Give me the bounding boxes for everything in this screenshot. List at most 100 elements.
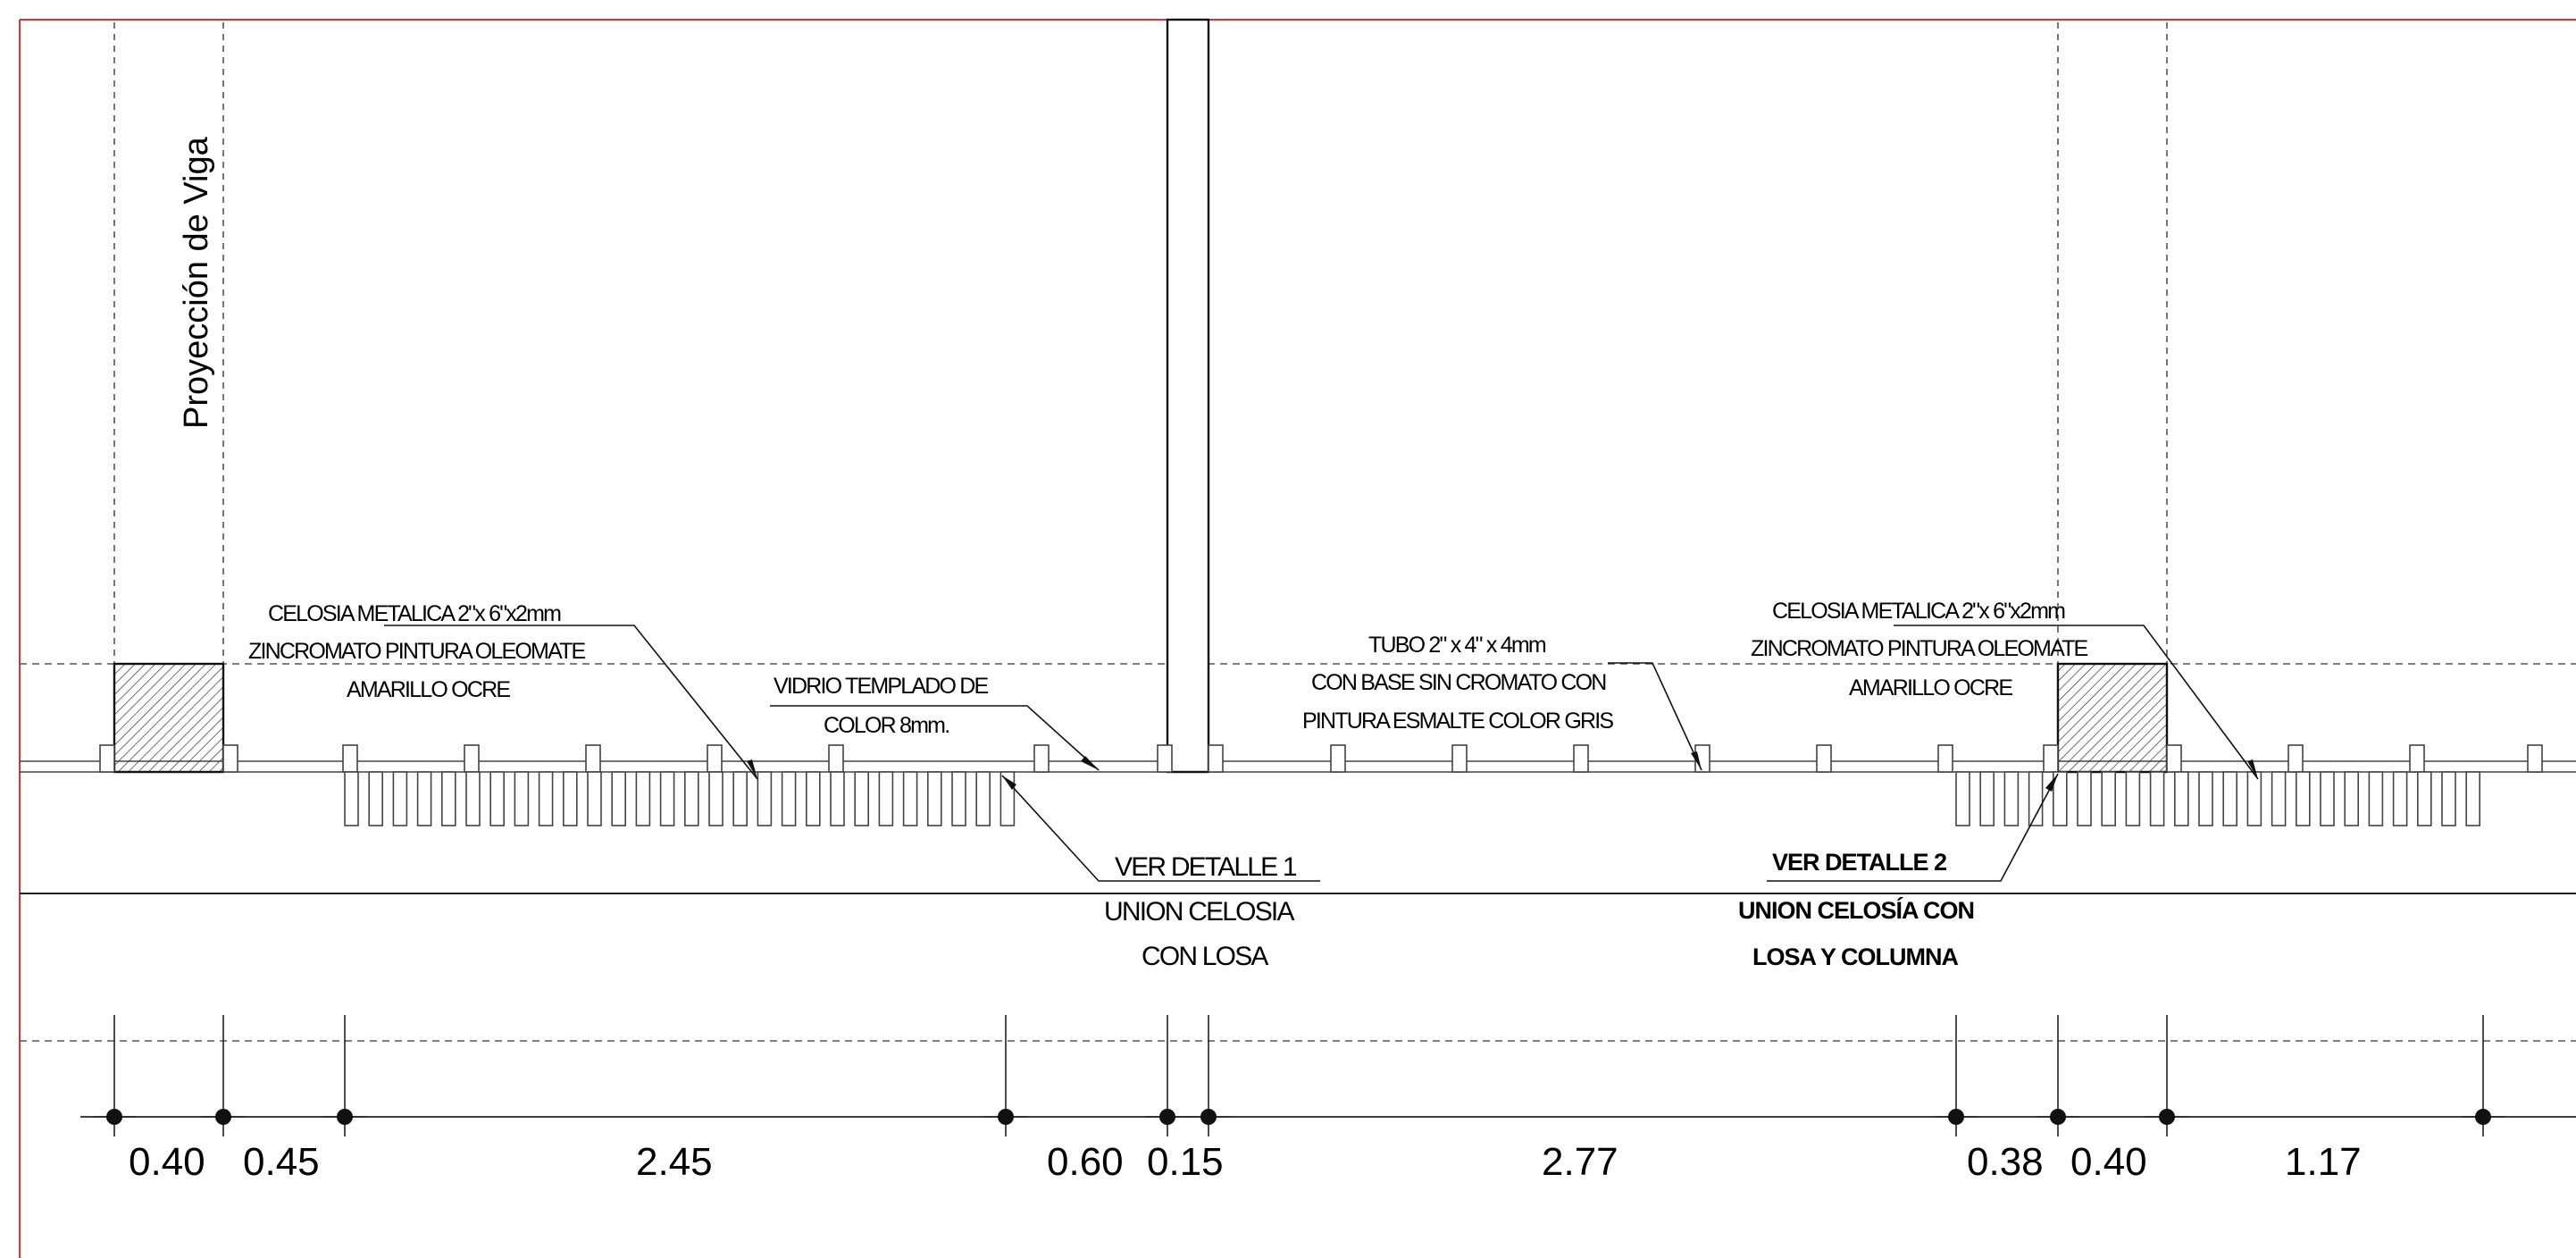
dimension-value-6: 2.77 (1542, 1140, 1618, 1184)
louver-slat-35 (2101, 771, 2116, 826)
dimension-dot-1 (106, 1109, 122, 1125)
dimension-value-9: 1.17 (2285, 1140, 2362, 1184)
louver-slat-40 (2222, 771, 2237, 826)
note-celosia-right-line2: ZINCROMATO PINTURA OLEOMATE (1751, 636, 2088, 661)
louver-slat-48 (2417, 771, 2432, 826)
note-celosia-left-line2: ZINCROMATO PINTURA OLEOMATE (248, 639, 586, 664)
louver-slat-5 (440, 771, 456, 826)
louver-slat-33 (2053, 771, 2068, 826)
leader-lines (384, 625, 2259, 882)
louver-slat-23 (878, 771, 894, 826)
tube-post-8 (1033, 744, 1050, 773)
tube-post-19 (2287, 744, 2304, 773)
louver-slat-22 (854, 771, 870, 826)
tube-post-2 (222, 744, 238, 773)
louver-slat-25 (927, 771, 942, 826)
leader-arrows (747, 751, 2258, 792)
louver-slat-34 (2077, 771, 2092, 826)
dimension-value-1: 0.40 (129, 1140, 205, 1184)
dimension-value-2: 0.45 (243, 1140, 320, 1184)
louver-slat-30 (1979, 771, 1995, 826)
note-tubo-line1: TUBO 2" x 4" x 4mm (1368, 633, 1546, 658)
louver-slat-10 (562, 771, 578, 826)
dimension-dot-3 (337, 1109, 353, 1125)
dimension-dot-8 (2050, 1109, 2066, 1125)
tube-post-15 (1816, 744, 1832, 773)
tube-post-1 (99, 744, 115, 773)
tube-post-10 (1208, 744, 1224, 773)
tube-post-13 (1573, 744, 1589, 773)
dimension-value-3: 2.45 (636, 1140, 713, 1184)
dimension-dot-2 (215, 1109, 231, 1125)
tube-post-11 (1330, 744, 1346, 773)
central-column (1166, 18, 1210, 774)
louver-slat-49 (2441, 771, 2456, 826)
louver-slat-29 (1955, 771, 1970, 826)
louver-slat-17 (732, 771, 749, 826)
louver-slat-19 (781, 771, 797, 826)
dimension-dot-4 (998, 1109, 1014, 1125)
louver-slat-47 (2392, 771, 2408, 826)
louver-slat-18 (757, 771, 773, 826)
louver-slat-7 (489, 771, 506, 826)
beam-projection-label: Proyección de Viga (178, 136, 215, 429)
louver-slat-50 (2465, 771, 2480, 826)
note-celosia-right-line3: AMARILLO OCRE (1849, 675, 2012, 700)
louver-slat-46 (2368, 771, 2384, 826)
note-detalle1-line1: VER DETALLE 1 (1115, 852, 1297, 882)
louver-slat-13 (635, 771, 651, 826)
louver-slat-1 (344, 771, 359, 826)
projection-lines (113, 22, 2168, 666)
note-detalle1-line2: UNION CELOSIA (1104, 897, 1294, 927)
tube-post-21 (2527, 744, 2543, 773)
tube-post-18 (2166, 744, 2182, 773)
dimension-value-5: 0.15 (1147, 1140, 1224, 1184)
note-vidrio-line2: COLOR 8mm. (824, 713, 949, 738)
tube-post-9 (1157, 744, 1173, 773)
note-celosia-left-line3: AMARILLO OCRE (347, 677, 510, 702)
dimension-dot-5 (1159, 1109, 1175, 1125)
louver-slat-24 (902, 771, 918, 826)
dimension-dot-9 (2159, 1109, 2175, 1125)
dimension-dots (106, 1109, 2491, 1125)
louver-slat-26 (951, 771, 966, 826)
dimension-dot-6 (1200, 1109, 1217, 1125)
note-tubo-line2: CON BASE SIN CROMATO CON (1311, 670, 1606, 695)
note-tubo-line3: PINTURA ESMALTE COLOR GRIS (1302, 709, 1613, 734)
louver-slat-8 (514, 771, 530, 826)
louver-slat-36 (2125, 771, 2141, 826)
note-celosia-left-line1: CELOSIA METALICA 2"x 6"x2mm (268, 601, 561, 626)
note-detalle2-line2: UNION CELOSÍA CON (1738, 896, 1974, 924)
note-vidrio-line1: VIDRIO TEMPLADO DE (774, 674, 989, 699)
dimension-ticks (93, 1015, 2505, 1136)
louver-slat-15 (683, 771, 699, 826)
louver-slat-44 (2320, 771, 2335, 826)
dimension-value-4: 0.60 (1047, 1140, 1124, 1184)
tube-post-16 (1937, 744, 1953, 773)
louver-slat-31 (2003, 771, 2020, 826)
tube-post-6 (707, 744, 723, 773)
dimension-dot-10 (2475, 1109, 2491, 1125)
louver-slat-39 (2198, 771, 2213, 826)
louver-slat-43 (2296, 771, 2311, 826)
note-detalle1-line3: CON LOSA (1142, 942, 1268, 971)
louver-slat-11 (587, 771, 602, 826)
column-left (113, 662, 225, 774)
louver-slat-27 (975, 771, 991, 826)
louver-slat-38 (2174, 771, 2189, 826)
column-right (2056, 662, 2169, 774)
louver-slat-42 (2271, 771, 2287, 826)
dimension-value-7: 0.38 (1967, 1140, 2044, 1184)
tube-post-17 (2043, 744, 2059, 773)
louver-slat-32 (2028, 771, 2044, 826)
note-celosia-right-line1: CELOSIA METALICA 2"x 6"x2mm (1772, 599, 2065, 624)
tube-post-5 (585, 744, 601, 773)
louver-slat-37 (2149, 771, 2165, 826)
louver-slat-14 (659, 771, 675, 826)
louver-slat-41 (2246, 771, 2262, 826)
louver-slat-20 (805, 771, 821, 826)
louver-slat-4 (416, 771, 432, 826)
glass-rail (20, 760, 2576, 773)
louver-slat-21 (830, 771, 845, 826)
